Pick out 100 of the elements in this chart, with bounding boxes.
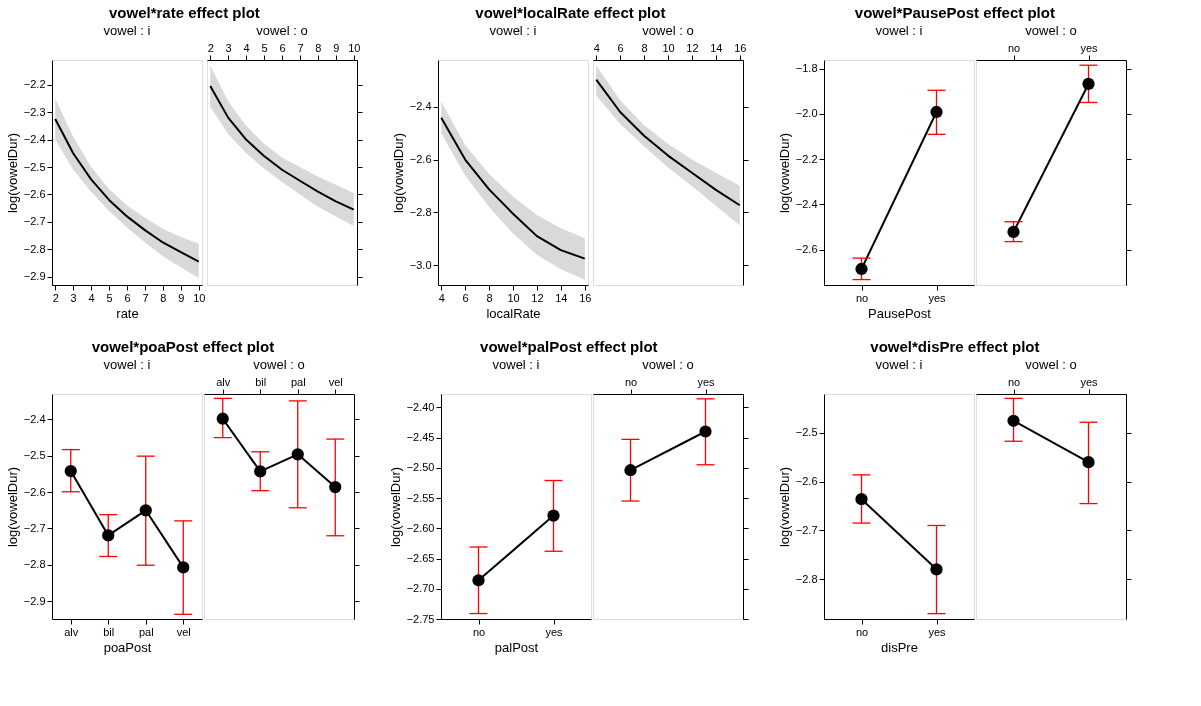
y-tick-label: −2.55 bbox=[406, 491, 435, 504]
y-tick-label: −2.6 bbox=[795, 243, 818, 256]
y-tick-label: −2.2 bbox=[23, 78, 46, 91]
y-tick-label: −2.9 bbox=[23, 270, 46, 283]
chart-title: vowel*palPost effect plot bbox=[480, 337, 658, 355]
y-tick-label: −2.6 bbox=[409, 153, 432, 166]
x-tick-label: 7 bbox=[142, 291, 149, 304]
chart-subtitle: vowel : o bbox=[642, 23, 694, 38]
x-tick-label: 12 bbox=[686, 41, 699, 54]
x-tick-label: no bbox=[855, 625, 869, 638]
x-tick-label: 6 bbox=[617, 41, 624, 54]
y-tick-label: −2.7 bbox=[23, 521, 46, 534]
x-tick-label: 3 bbox=[225, 41, 232, 54]
x-tick-label: 4 bbox=[88, 291, 95, 304]
y-tick-label: −2.7 bbox=[795, 523, 818, 536]
chart-title: vowel*PausePost effect plot bbox=[854, 3, 1055, 21]
y-tick-label: −2.60 bbox=[406, 521, 435, 534]
chart-subtitle: vowel : o bbox=[1025, 23, 1077, 38]
chart-title: vowel*rate effect plot bbox=[108, 3, 260, 21]
x-tick-label: yes bbox=[928, 625, 947, 638]
x-tick-label: 10 bbox=[507, 291, 520, 304]
y-tick-label: −3.0 bbox=[409, 258, 432, 271]
x-tick-label: alv bbox=[216, 375, 231, 388]
x-tick-label: pal bbox=[290, 375, 306, 388]
x-axis-title: rate bbox=[116, 305, 139, 321]
x-tick-label: 4 bbox=[243, 41, 250, 54]
y-tick-label: −2.6 bbox=[23, 187, 46, 200]
y-tick-label: −2.45 bbox=[406, 431, 435, 444]
x-tick-label: 8 bbox=[160, 291, 167, 304]
y-tick-label: −2.2 bbox=[795, 152, 818, 165]
x-tick-label: 10 bbox=[662, 41, 675, 54]
x-tick-label: no bbox=[855, 291, 869, 304]
x-tick-label: 8 bbox=[315, 41, 322, 54]
x-tick-label: 6 bbox=[124, 291, 131, 304]
x-tick-label: no bbox=[1007, 375, 1021, 388]
x-tick-label: 8 bbox=[486, 291, 493, 304]
x-tick-label: 2 bbox=[52, 291, 59, 304]
y-tick-label: −2.0 bbox=[795, 107, 818, 120]
y-tick-label: −2.5 bbox=[795, 426, 818, 439]
x-axis-title: localRate bbox=[486, 305, 541, 321]
point bbox=[64, 464, 77, 478]
y-axis-title: log(vowelDur) bbox=[4, 132, 20, 214]
x-tick-label: yes bbox=[697, 375, 716, 388]
y-tick-label: −2.9 bbox=[23, 594, 46, 607]
chart-subtitle: vowel : i bbox=[875, 23, 923, 38]
point bbox=[291, 448, 304, 461]
y-axis-title: log(vowelDur) bbox=[776, 132, 792, 214]
chart-subtitle: vowel : i bbox=[492, 357, 540, 372]
chart-subtitle: vowel : o bbox=[253, 357, 305, 372]
y-axis-title: log(vowelDur) bbox=[390, 132, 406, 214]
chart-title: vowel*disPre effect plot bbox=[870, 337, 1040, 355]
y-tick-label: −2.50 bbox=[406, 461, 435, 474]
chart-subtitle: vowel : o bbox=[256, 23, 308, 38]
x-tick-label: 4 bbox=[438, 291, 445, 304]
y-tick-label: −2.40 bbox=[406, 400, 435, 413]
x-tick-label: yes bbox=[545, 625, 564, 638]
chart-subtitle: vowel : i bbox=[103, 357, 151, 372]
x-tick-label: vel bbox=[176, 625, 191, 638]
chart-title: vowel*poaPost effect plot bbox=[91, 337, 275, 355]
point bbox=[329, 480, 342, 494]
y-tick-label: −2.4 bbox=[23, 133, 46, 146]
y-axis-title: log(vowelDur) bbox=[387, 466, 403, 548]
x-tick-label: 14 bbox=[555, 291, 568, 304]
chart-title: vowel*localRate effect plot bbox=[475, 3, 666, 21]
y-tick-label: −2.8 bbox=[795, 572, 818, 585]
x-tick-label: 5 bbox=[261, 41, 268, 54]
y-tick-label: −2.70 bbox=[406, 582, 435, 595]
x-tick-label: 10 bbox=[348, 41, 361, 54]
x-tick-label: pal bbox=[138, 625, 154, 638]
y-tick-label: −2.8 bbox=[409, 205, 432, 218]
chart-subtitle: vowel : o bbox=[1025, 357, 1077, 372]
x-tick-label: yes bbox=[1080, 41, 1099, 54]
x-axis-title: disPre bbox=[881, 639, 918, 655]
x-tick-label: yes bbox=[928, 291, 947, 304]
x-axis-title: poaPost bbox=[103, 639, 152, 655]
point bbox=[216, 412, 229, 425]
x-tick-label: yes bbox=[1080, 375, 1099, 388]
y-tick-label: −2.5 bbox=[23, 449, 46, 462]
y-axis-title: log(vowelDur) bbox=[776, 466, 792, 548]
y-tick-label: −2.5 bbox=[23, 160, 46, 173]
point bbox=[139, 504, 152, 517]
y-tick-label: −2.75 bbox=[406, 612, 435, 625]
y-tick-label: −2.4 bbox=[409, 100, 432, 113]
chart-subtitle: vowel : i bbox=[489, 23, 537, 38]
y-tick-label: −2.3 bbox=[23, 105, 46, 118]
y-tick-label: −1.8 bbox=[795, 62, 818, 75]
y-tick-label: −2.4 bbox=[795, 197, 818, 210]
y-tick-label: −2.7 bbox=[23, 215, 46, 228]
x-tick-label: no bbox=[472, 625, 486, 638]
x-tick-label: 6 bbox=[462, 291, 469, 304]
x-tick-label: bil bbox=[255, 375, 267, 388]
x-tick-label: 7 bbox=[297, 41, 304, 54]
y-tick-label: −2.6 bbox=[795, 475, 818, 488]
x-tick-label: 6 bbox=[279, 41, 286, 54]
y-tick-label: −2.6 bbox=[23, 485, 46, 498]
x-tick-label: 16 bbox=[734, 41, 747, 54]
x-tick-label: alv bbox=[64, 625, 79, 638]
y-tick-label: −2.8 bbox=[23, 558, 46, 571]
x-tick-label: 14 bbox=[710, 41, 723, 54]
chart-subtitle: vowel : o bbox=[642, 357, 694, 372]
